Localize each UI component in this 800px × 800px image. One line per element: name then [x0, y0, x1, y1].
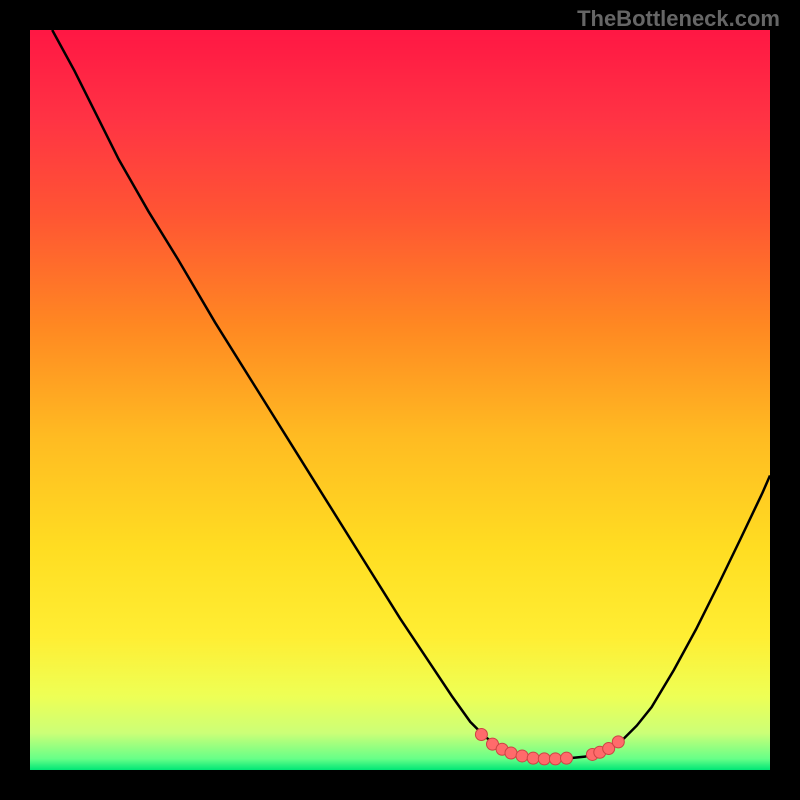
curve-layer [30, 30, 770, 770]
marker-dot [505, 747, 517, 759]
watermark-text: TheBottleneck.com [577, 6, 780, 32]
marker-dot [516, 750, 528, 762]
marker-dot [561, 752, 573, 764]
marker-dot [527, 752, 539, 764]
plot-area [30, 30, 770, 770]
bottleneck-curve [52, 30, 770, 759]
marker-dot [612, 736, 624, 748]
curve-markers [475, 728, 624, 764]
marker-dot [549, 753, 561, 765]
marker-dot [538, 753, 550, 765]
marker-dot [475, 728, 487, 740]
